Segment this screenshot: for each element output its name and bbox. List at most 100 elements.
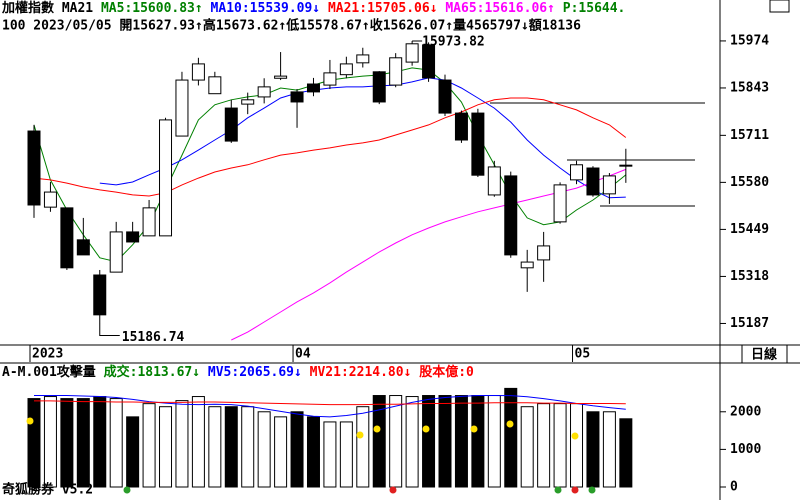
candle-body [43,191,57,208]
volume-bar [224,406,238,488]
volume-bar [389,395,403,488]
candle-body [257,86,271,98]
legend-entry: MA5:15600.83↑ [101,1,203,16]
volume-bar [438,395,452,488]
volume-bar [306,416,320,488]
ma-line [34,400,626,406]
legend-entry: MV5:2065.69↓ [208,365,302,380]
volume-bar [27,398,41,488]
info-line: 100 2023/05/05 開15627.93↑高15673.62↑低1557… [2,18,581,34]
volume-bar [241,406,255,488]
volume-bar [175,400,189,488]
candle-body [306,83,320,93]
signal-dot [422,425,430,433]
y-tick-label: 2000 [730,404,761,419]
legend-entry: MV21:2214.80↓ [310,365,412,380]
candle-body [537,245,551,261]
candle-body [241,99,255,105]
signal-dot [373,425,381,433]
volume-bar [339,421,353,488]
candle-body [438,79,452,114]
signal-dot [26,417,34,425]
candle-body [27,130,41,206]
y-tick-label: 15843 [730,80,769,95]
candle-body [323,72,337,86]
candle-body [126,231,140,243]
note: P:15644. [563,1,626,16]
x-tick-label: 2023 [32,347,63,362]
candle-body [487,166,501,196]
y-tick-label: 15449 [730,222,769,237]
candle-body [422,44,436,79]
y-tick-label: 0 [730,480,738,495]
legend-entry: 成交:1813.67↓ [104,364,200,380]
candle-body [553,184,567,223]
volume-bar [257,411,271,488]
price-panel: 15973.82 15186.74 [27,34,705,345]
candle-body [570,164,584,181]
candle-body [504,175,518,256]
y-tick-label: 1000 [730,442,761,457]
legend: 加權指數 MA21 MA5:15600.83↑ MA10:15539.09↓ M… [1,0,625,16]
volume-bar [93,396,107,488]
volume-bar [159,406,173,488]
volume-bar [323,421,337,488]
annotation: 15186.74 [122,330,185,345]
volume-bar [619,418,633,488]
volume-bar [356,406,370,488]
volume-bar [570,403,584,488]
signals [26,417,596,494]
volume-bar [76,398,90,488]
signal-dot [588,486,596,494]
x-tick-label: 04 [295,347,311,362]
chart-title: 加權指數 MA21 [1,0,93,16]
period-box[interactable] [741,344,788,364]
annotation: 15973.82 [422,34,485,49]
candle-body [520,261,534,269]
footer: 奇狐勝券 v5.2 [2,482,93,498]
candle-body [619,164,633,167]
window-button[interactable] [769,0,790,13]
ma-line [34,395,626,418]
volume-bar [520,406,534,488]
volume-bar [405,396,419,488]
candle-body [405,43,419,63]
legend-entry: MA21:15705.06↓ [328,1,438,16]
signal-dot [506,420,514,428]
candle-body [93,274,107,316]
volume-bar [504,387,518,488]
y-tick-label: 15974 [730,33,769,48]
candle-body [175,79,189,137]
volume-bar [142,403,156,488]
note: 股本億:0 [419,364,474,380]
chart-title: A-M.001攻擊量 [2,364,96,380]
volume-bar [537,403,551,488]
candle-body [356,54,370,64]
candle-body [471,112,485,176]
legend-entry: MA65:15616.06↑ [445,1,555,16]
annotation-leader [99,323,120,337]
candle-body [274,75,288,79]
candle-body [339,63,353,76]
x-tick-label: 05 [575,347,591,362]
legend-entry: MA10:15539.09↓ [211,1,321,16]
period[interactable]: 日線 [751,347,778,363]
volume-bar [553,403,567,488]
candle-body [76,239,90,256]
candle-body [159,119,173,237]
candle-body [208,76,222,95]
volume-bar [290,411,304,488]
candle-body [372,71,386,103]
volume-bar [454,395,468,488]
legend: A-M.001攻擊量 成交:1813.67↓ MV5:2065.69↓ MV21… [2,364,474,380]
ma-line [33,97,627,197]
volume-bar [422,395,436,488]
signal-dot [123,486,131,494]
y-tick-label: 15318 [730,269,769,284]
candle-body [389,57,403,86]
ma-line [99,77,626,199]
candle-body [454,112,468,141]
signal-dot [356,431,364,439]
candle-body [142,207,156,237]
signal-dot [470,425,478,433]
